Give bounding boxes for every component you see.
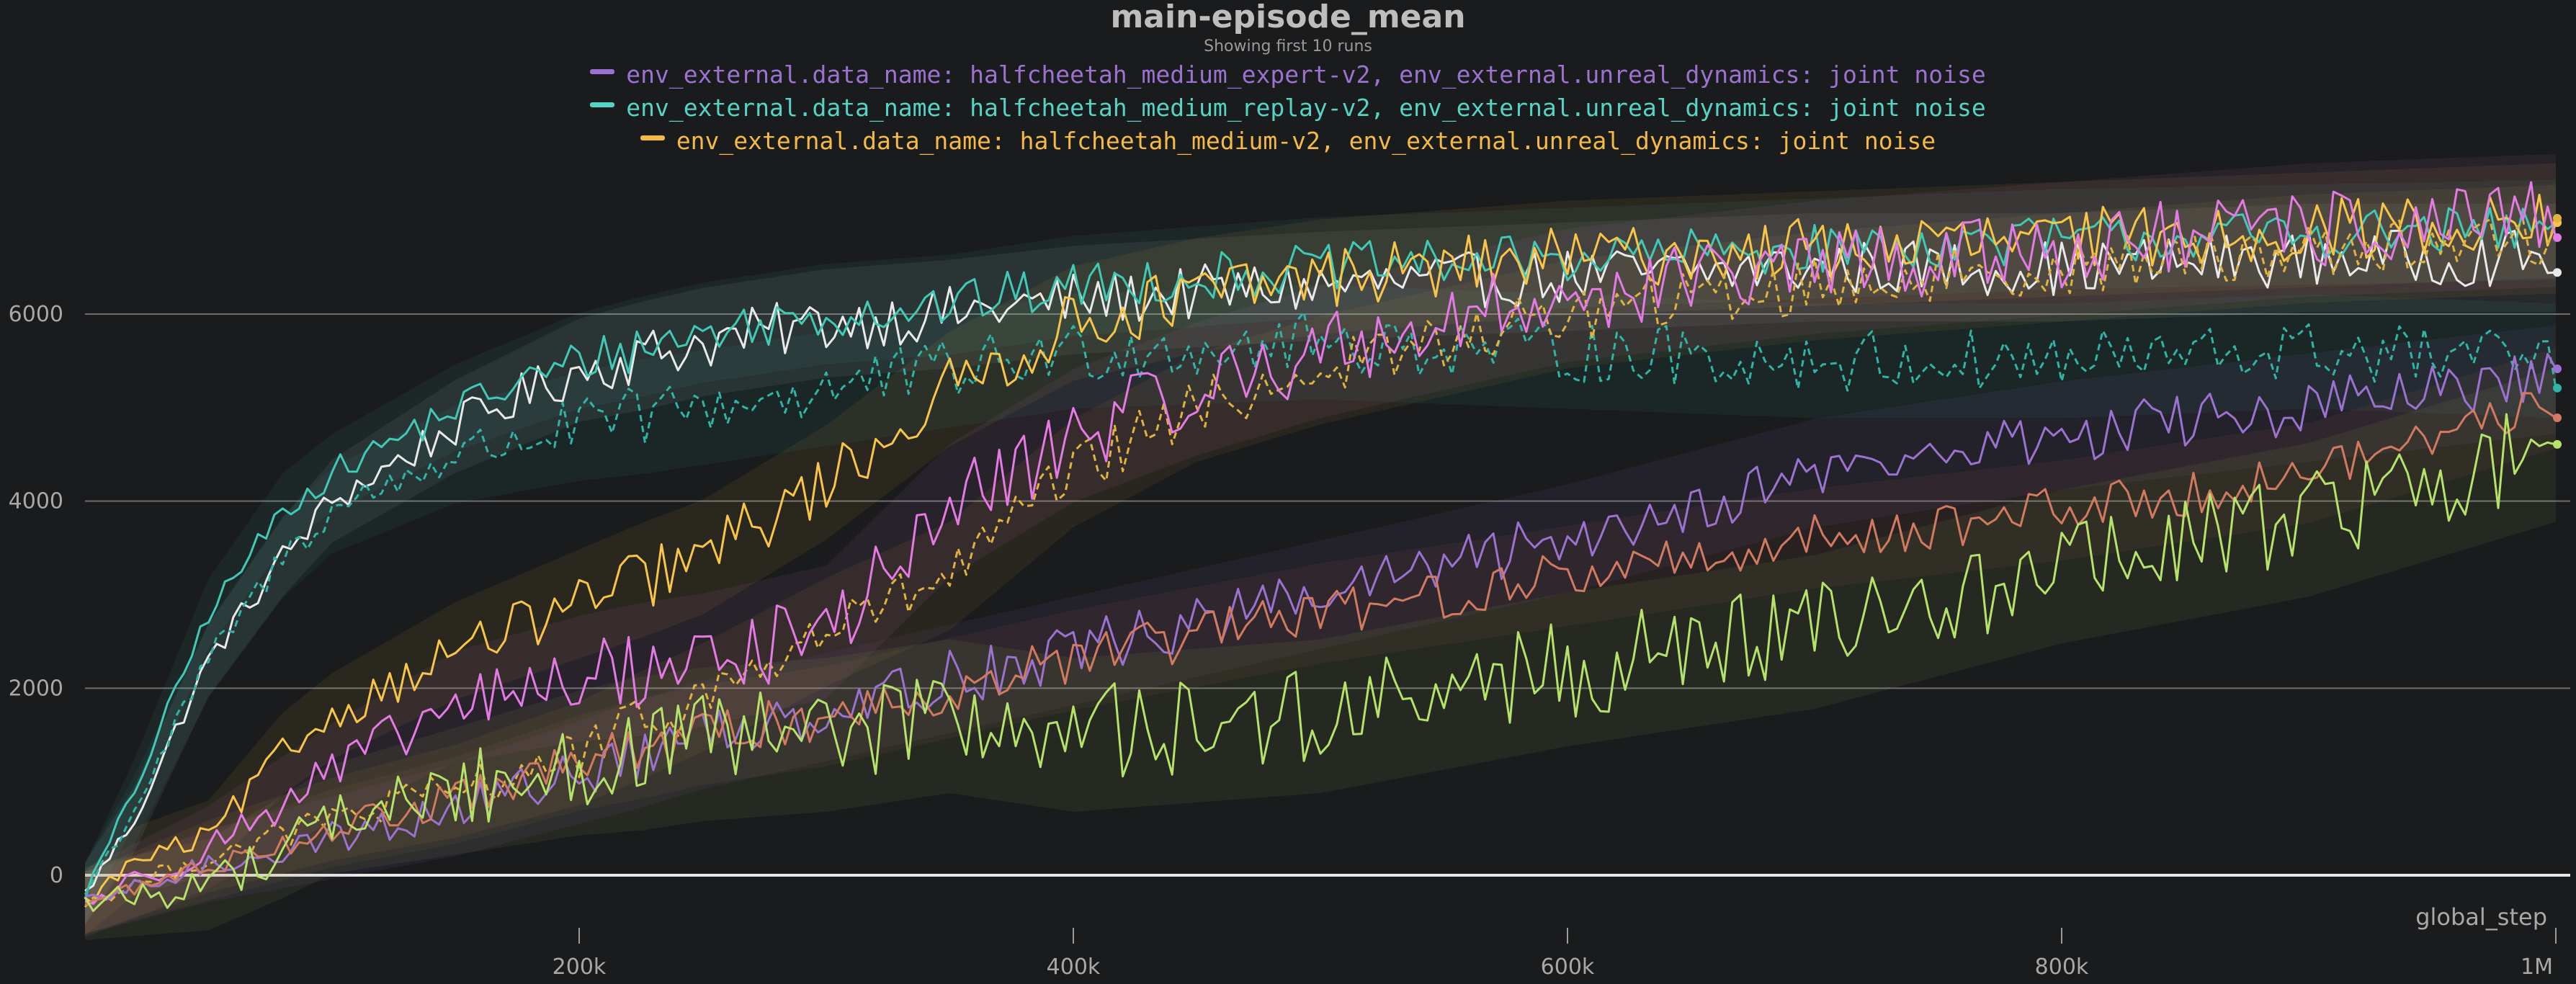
series-end-point-6 [2553,233,2562,242]
series-band-3 [85,285,2556,926]
x-tick-label: 1M [2521,954,2553,980]
series-line-8[interactable] [84,392,2557,906]
series-end-markers [2553,213,2562,449]
series-band-7 [85,325,2556,935]
series-line-6[interactable] [84,181,2557,905]
series-band-8 [85,348,2556,934]
chart-title: main-episode_mean [1110,0,1466,35]
legend-label-1: env_external.data_name: halfcheetah_medi… [626,61,1986,89]
y-tick-label: 4000 [9,489,63,514]
legend-label-3: env_external.data_name: halfcheetah_medi… [676,127,1936,155]
y-tick-label: 0 [50,863,63,888]
series-line-2[interactable] [84,207,2557,900]
series-band-1 [85,203,2556,926]
x-tick-label: 200k [553,954,607,980]
legend-swatch-1 [590,69,615,74]
legend-label-2: env_external.data_name: halfcheetah_medi… [626,94,1986,122]
legend-swatch-2 [590,102,615,107]
y-tick-label: 6000 [9,302,63,327]
legend-item-1[interactable]: env_external.data_name: halfcheetah_medi… [0,61,2576,89]
x-axis-label: global_step [2415,903,2547,931]
series-end-point-8 [2553,413,2562,422]
legend-item-3[interactable]: env_external.data_name: halfcheetah_medi… [0,127,2576,155]
axes: 0 2000 4000 6000 200k 400k 600k 800k 1M global_st… [9,302,2557,980]
y-tick-label: 2000 [9,676,63,701]
x-tick-label: 800k [2035,954,2089,980]
series-end-point-5 [2553,213,2562,223]
series-band-9 [85,368,2556,940]
series-end-point-9 [2553,439,2562,449]
y-gridlines [85,313,2570,877]
x-tick-label: 400k [1047,954,1101,980]
series-line-5[interactable] [84,218,2557,908]
series-line-1[interactable] [84,229,2557,893]
x-tick-label: 600k [1541,954,1595,980]
series-line-4[interactable] [84,193,2557,905]
chart-subtitle: Showing first 10 runs [1204,37,1372,55]
legend-item-2[interactable]: env_external.data_name: halfcheetah_medi… [0,94,2576,122]
series-end-point-1 [2553,268,2562,277]
series-band-2 [85,179,2556,924]
series-band-5 [85,184,2556,935]
series-end-point-3 [2553,383,2562,393]
series-end-point-7 [2553,364,2562,374]
series-lines [84,181,2557,913]
legend-swatch-3 [640,135,665,140]
series-line-9[interactable] [84,413,2557,913]
